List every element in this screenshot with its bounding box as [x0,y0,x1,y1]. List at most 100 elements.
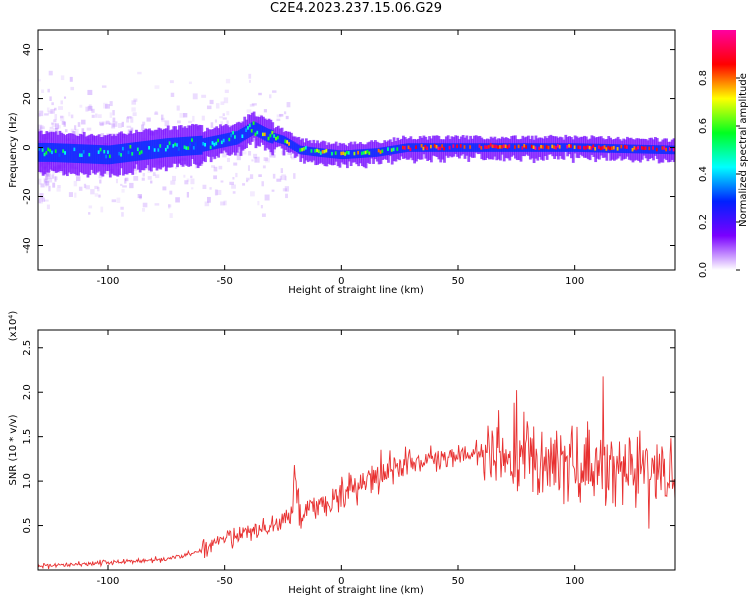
spectrogram-noise [109,112,113,118]
spectrogram-noise [39,110,44,117]
spectrogram-panel: -100 -50 0 50 100 -40 -20 0 20 40 Height of stra… [8,29,676,296]
spectrogram-peak [588,145,592,150]
spectrogram-band-core [52,143,56,163]
spectrogram-peak [605,147,609,151]
spectrogram-noise [232,176,235,180]
spectrogram-noise [246,180,249,183]
spectrogram-band-core [71,143,75,163]
spectrogram-peak [54,149,58,153]
spectrogram-peak [99,147,103,152]
spectrogram-noise [248,151,252,156]
spectrogram-noise [45,181,50,186]
spectrogram-band-core [94,144,97,164]
colorbar-tick-label: 0.2 [698,214,709,230]
spectrogram-x-tick-label: -50 [216,276,232,287]
spectrogram-noise [167,204,171,209]
spectrogram-band-core [179,137,183,157]
spectrogram-noise [55,123,59,130]
spectrogram-noise [61,120,66,125]
spectrogram-noise [55,127,59,132]
spectrogram-noise [87,89,93,96]
spectrogram-noise [134,170,138,175]
spectrogram-band-core [385,146,388,156]
spectrogram-band-core [97,145,101,164]
spectrogram-peak [38,147,42,151]
spectrogram-noise [222,117,227,120]
spectrogram-noise [142,208,145,212]
spectrogram-band-core [138,141,142,161]
spectrogram-noise [68,111,71,117]
spectrogram-peak [286,140,290,144]
spectrogram-noise [60,115,65,122]
spectrogram-noise [251,103,257,106]
spectrogram-peak [668,147,673,151]
spectrogram-noise [70,86,75,91]
spectrogram-peak [504,144,508,149]
colorbar-label: Normalized spectral amplitude [738,73,749,227]
spectrogram-peak [194,142,198,146]
spectrogram-band-core [374,148,377,157]
spectrogram-y-tick-label: -20 [22,188,33,204]
spectrogram-peak [304,146,309,150]
spectrogram-peak [64,151,68,155]
spectrogram-noise [225,78,231,84]
spectrogram-noise [97,186,100,192]
spectrogram-noise [49,126,54,129]
spectrogram-noise [70,128,74,133]
spectrogram-noise [49,96,52,101]
spectrogram-noise [83,183,87,189]
spectrogram-band-core [243,126,247,141]
spectrogram-noise [279,113,284,117]
spectrogram-peak [439,146,443,151]
spectrogram-peak [118,151,122,156]
spectrogram-band-core [260,125,263,139]
spectrogram-band-core [657,145,661,154]
spectrogram-noise [220,201,225,206]
spectrogram-noise [276,118,281,122]
spectrogram-noise [111,123,116,129]
spectrogram-peak [166,145,170,149]
spectrogram-noise [130,116,134,123]
spectrogram-noise [242,183,246,186]
spectrogram-peak [566,144,570,149]
spectrogram-noise [129,182,134,189]
spectrogram-noise [58,106,63,110]
spectrogram-noise [46,173,52,179]
spectrogram-noise [52,182,56,188]
spectrogram-noise [279,175,282,180]
spectrogram-peak [392,147,396,152]
spectrogram-noise [170,92,175,97]
spectrogram-band-core [327,149,331,158]
spectrogram-noise [215,103,220,109]
spectrogram-noise [224,89,229,93]
spectrogram-peak [271,130,275,135]
spectrogram-band-core [278,134,282,144]
spectrogram-peak [346,150,350,155]
spectrogram-band-core [256,123,260,137]
spectrogram-band-core [176,137,179,157]
spectrogram-peak [232,131,236,135]
spectrogram-band-core [245,125,248,140]
spectrogram-noise [170,180,176,185]
spectrogram-band-core [444,143,448,152]
spectrogram-band-core [359,149,362,158]
spectrogram-peak [73,147,77,152]
spectrogram-peak [151,146,156,150]
spectrogram-noise [76,133,80,138]
spectrogram-band-core [614,144,618,153]
spectrogram-band-core [170,137,174,157]
spectrogram-noise [214,189,218,196]
spectrogram-band-core [654,145,657,154]
spectrogram-noise [248,73,252,79]
spectrogram-peak [500,145,505,149]
spectrogram-band-core [43,143,47,162]
spectrogram-noise [152,172,156,177]
spectrogram-band-core [232,131,235,146]
spectrogram-noise [41,197,46,202]
spectrogram-peak [514,145,518,149]
spectrogram-band-core [123,143,127,163]
spectrogram-noise [81,128,85,134]
spectrogram-peak [558,145,562,149]
spectrogram-noise [192,115,195,122]
spectrogram-peak [624,145,628,149]
